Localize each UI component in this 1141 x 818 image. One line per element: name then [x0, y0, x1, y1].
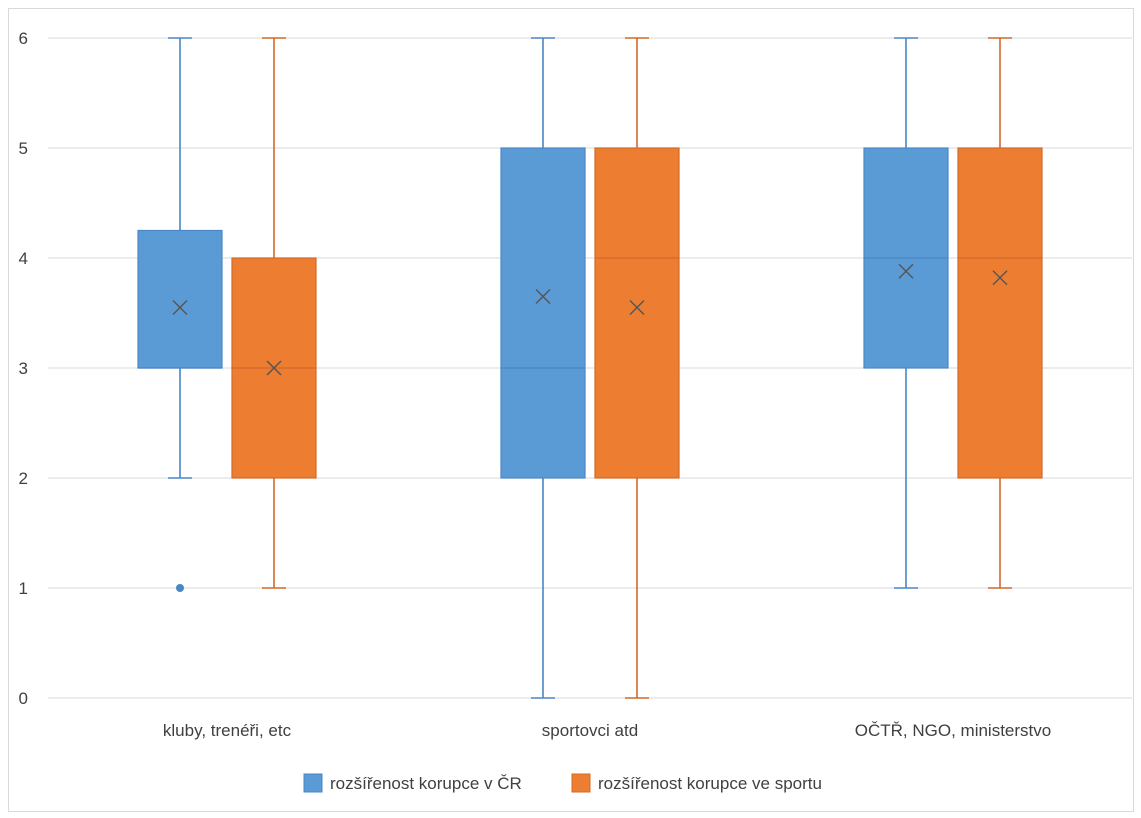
y-tick-label: 4 [19, 249, 28, 268]
mean-marker [629, 300, 645, 315]
y-tick-label: 2 [19, 469, 28, 488]
box [957, 147, 1043, 479]
box [137, 229, 223, 369]
legend-swatch [303, 773, 323, 793]
mean-marker [535, 289, 551, 304]
mean-marker [266, 360, 282, 376]
y-tick-label: 0 [19, 689, 28, 708]
y-tick-label: 3 [19, 359, 28, 378]
y-tick-label: 6 [19, 29, 28, 48]
mean-marker [898, 263, 914, 279]
x-category-label: kluby, trenéři, etc [163, 721, 292, 740]
mean-marker [172, 300, 188, 315]
x-category-label: OČTŘ, NGO, ministerstvo [855, 721, 1051, 740]
y-tick-label: 5 [19, 139, 28, 158]
legend-swatch [571, 773, 591, 793]
legend-label: rozšířenost korupce v ČR [330, 774, 522, 793]
box [594, 147, 680, 479]
legend-label: rozšířenost korupce ve sportu [598, 774, 822, 793]
outlier-point [176, 584, 184, 592]
box [500, 147, 586, 479]
x-category-label: sportovci atd [542, 721, 638, 740]
mean-marker [992, 270, 1008, 286]
y-tick-label: 1 [19, 579, 28, 598]
